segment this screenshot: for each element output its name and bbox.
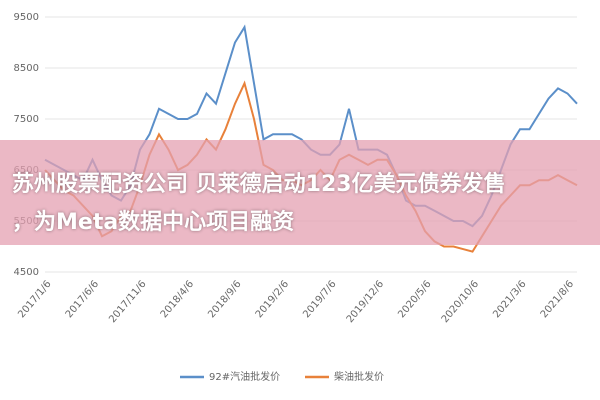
y-tick-label: 7500 <box>14 114 39 125</box>
x-tick-label: 2017/1/6 <box>16 279 53 320</box>
legend-label: 柴油批发价 <box>334 370 384 383</box>
legend-label: 92#汽油批发价 <box>209 370 280 383</box>
x-tick-label: 2020/5/6 <box>396 279 433 320</box>
y-tick-label: 4500 <box>14 267 39 278</box>
overlay-line: 苏州股票配资公司 贝莱德启动123亿美元债券发售 <box>12 172 506 197</box>
y-tick-label: 8500 <box>14 63 39 74</box>
overlay-banner: 苏州股票配资公司 贝莱德启动123亿美元债券发售 ，为Meta数据中心项目融资 <box>0 140 600 245</box>
x-tick-label: 2018/4/6 <box>159 279 196 320</box>
x-tick-label: 2019/2/6 <box>254 279 291 320</box>
overlay-line: ，为Meta数据中心项目融资 <box>12 210 295 235</box>
y-tick-label: 9500 <box>14 12 39 23</box>
x-tick-label: 2020/10/6 <box>440 279 481 325</box>
x-tick-label: 2017/6/6 <box>64 279 101 320</box>
x-tick-label: 2018/9/6 <box>206 279 243 320</box>
x-tick-label: 2021/3/6 <box>491 279 528 320</box>
x-tick-label: 2019/12/6 <box>345 279 386 325</box>
x-tick-label: 2021/8/6 <box>539 279 576 320</box>
x-tick-label: 2017/11/6 <box>107 279 148 325</box>
x-tick-label: 2019/7/6 <box>301 279 338 320</box>
